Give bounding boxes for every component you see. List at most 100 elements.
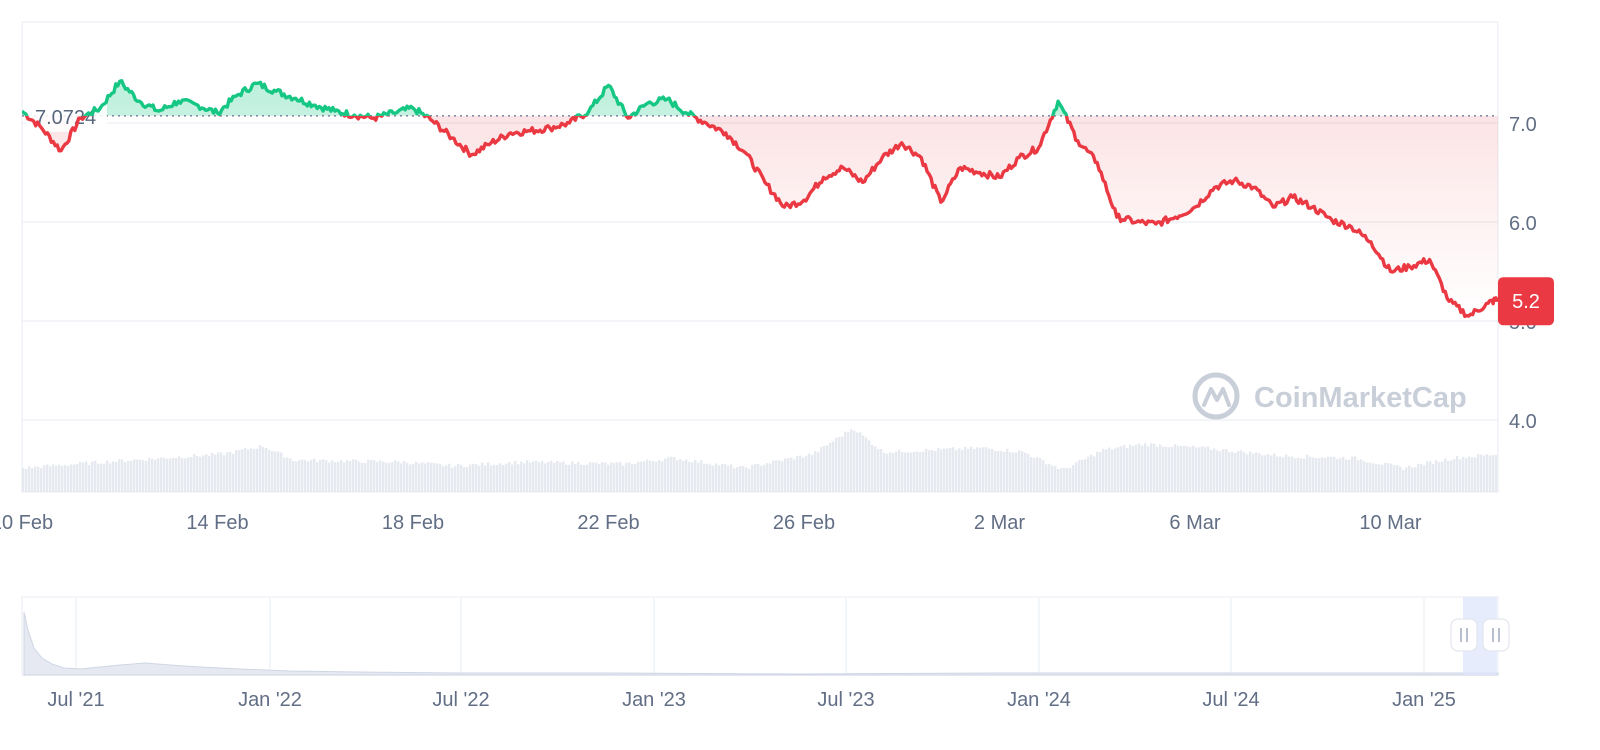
y-tick-label: 4.0 xyxy=(1509,411,1537,433)
volume-bar xyxy=(1264,455,1267,492)
volume-bar xyxy=(841,436,844,492)
volume-bar xyxy=(1234,452,1237,492)
volume-bar xyxy=(1048,463,1051,492)
volume-bar xyxy=(748,468,751,492)
volume-bar xyxy=(658,460,661,492)
volume-bar xyxy=(649,460,652,492)
volume-bar xyxy=(784,458,787,492)
volume-bar xyxy=(790,457,793,492)
volume-bar xyxy=(709,464,712,492)
volume-bar xyxy=(487,462,490,492)
volume-bar xyxy=(625,462,628,492)
volume-bar xyxy=(40,468,43,492)
volume-bar xyxy=(409,464,412,492)
volume-bar xyxy=(1414,467,1417,492)
volume-bar xyxy=(1021,451,1024,492)
volume-bar xyxy=(439,463,442,492)
volume-bar xyxy=(436,463,439,492)
volume-bar xyxy=(808,453,811,492)
volume-bar xyxy=(559,462,562,492)
volume-bar xyxy=(226,452,229,492)
volume-bar xyxy=(142,460,145,492)
volume-bar xyxy=(262,447,265,492)
volume-bar xyxy=(691,462,694,492)
navigator-tick-label: Jan '24 xyxy=(1007,689,1071,711)
volume-bar xyxy=(82,462,85,492)
range-navigator[interactable]: Jul '21 Jan '22 Jul '22 Jan '23 Jul '23 Jan '… xyxy=(21,596,1510,711)
volume-bar xyxy=(1477,454,1480,492)
volume-bar xyxy=(1384,462,1387,492)
volume-bar xyxy=(1462,456,1465,492)
volume-bar xyxy=(1333,456,1336,492)
volume-bar xyxy=(1306,454,1309,492)
volume-bar xyxy=(703,463,706,492)
x-axis: 10 Feb 14 Feb 18 Feb 22 Feb 26 Feb 2 Mar 6 Mar… xyxy=(0,512,1422,534)
volume-bar xyxy=(1066,468,1069,492)
volume-bar xyxy=(772,460,775,492)
volume-bar xyxy=(628,462,631,492)
volume-bar xyxy=(613,462,616,492)
volume-bar xyxy=(958,448,961,492)
volume-bar xyxy=(199,456,202,492)
volume-bar xyxy=(49,466,52,492)
volume-bar xyxy=(214,454,217,492)
volume-bar xyxy=(865,437,868,492)
volume-bar xyxy=(208,455,211,492)
volume-bar xyxy=(1240,450,1243,492)
volume-bar xyxy=(94,460,97,492)
volume-bar xyxy=(286,457,289,492)
volume-bar xyxy=(1243,452,1246,492)
volume-bar xyxy=(130,460,133,492)
volume-bar xyxy=(1225,449,1228,492)
volume-bar xyxy=(997,451,1000,492)
volume-bar xyxy=(124,462,127,492)
volume-bar xyxy=(490,465,493,492)
volume-bar xyxy=(1396,465,1399,492)
volume-bar xyxy=(1339,458,1342,492)
volume-bar xyxy=(1246,454,1249,492)
volume-bar xyxy=(802,457,805,492)
volume-bar xyxy=(1168,447,1171,492)
volume-bar xyxy=(184,458,187,492)
volume-bar xyxy=(706,463,709,492)
volume-bar xyxy=(289,458,292,492)
volume-bar xyxy=(1132,446,1135,492)
volume-bar xyxy=(1453,459,1456,492)
volume-bar xyxy=(100,463,103,492)
volume-bar xyxy=(1054,466,1057,492)
volume-bar xyxy=(622,465,625,492)
volume-bar xyxy=(118,459,121,492)
current-price-badge: 5.2 xyxy=(1498,277,1554,326)
volume-bar xyxy=(823,445,826,492)
volume-bar xyxy=(1150,443,1153,492)
volume-bar xyxy=(1429,461,1432,492)
volume-bar xyxy=(454,466,457,492)
volume-bar xyxy=(280,452,283,492)
volume-bar xyxy=(964,446,967,492)
volume-bar xyxy=(1069,468,1072,492)
volume-bar xyxy=(298,460,301,492)
volume-bar xyxy=(340,460,343,492)
navigator-left-handle[interactable] xyxy=(1450,618,1478,652)
reference-value-label: 7.0724 xyxy=(35,107,96,129)
volume-bar xyxy=(244,447,247,492)
volume-bar xyxy=(196,455,199,492)
volume-bar xyxy=(928,450,931,492)
volume-bar xyxy=(1492,455,1495,492)
price-line-above xyxy=(22,79,1069,116)
navigator-tick-label: Jan '22 xyxy=(238,689,302,711)
volume-bar xyxy=(421,462,424,492)
volume-bar xyxy=(1369,462,1372,492)
volume-bar xyxy=(379,460,382,492)
volume-bar xyxy=(1399,466,1402,492)
navigator-right-handle[interactable] xyxy=(1482,618,1510,652)
volume-bar xyxy=(1216,450,1219,492)
volume-bar xyxy=(136,459,139,492)
volume-bar xyxy=(517,464,520,492)
volume-bar xyxy=(1441,461,1444,492)
volume-bar xyxy=(109,463,112,492)
volume-bar xyxy=(1348,459,1351,492)
price-area-below xyxy=(26,115,1498,317)
volume-bar xyxy=(292,461,295,492)
